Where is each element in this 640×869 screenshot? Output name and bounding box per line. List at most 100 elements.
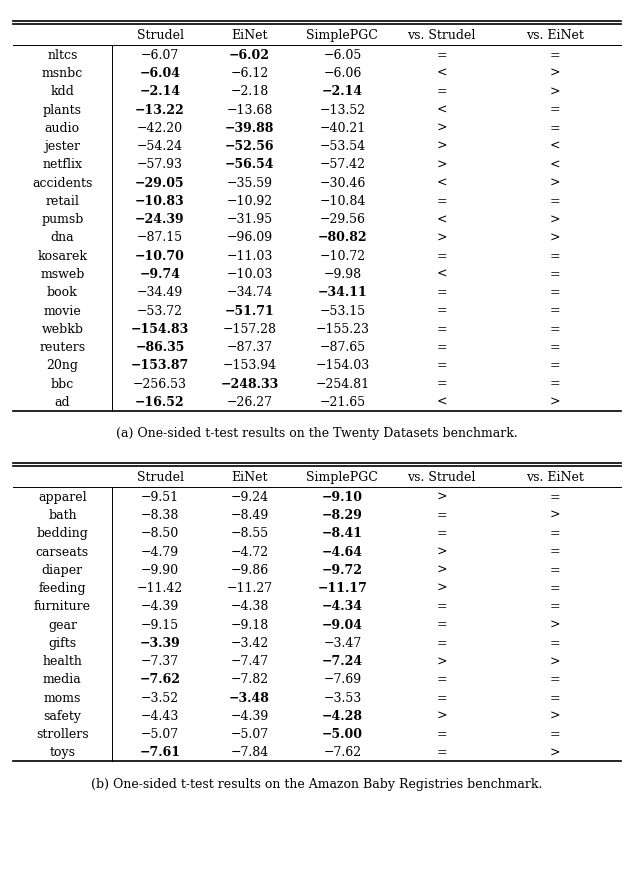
Text: =: = xyxy=(436,508,447,521)
Text: =: = xyxy=(550,673,561,686)
Text: (a) One-sided t-test results on the Twenty Datasets benchmark.: (a) One-sided t-test results on the Twen… xyxy=(116,427,518,440)
Text: safety: safety xyxy=(44,709,81,722)
Text: −39.88: −39.88 xyxy=(225,122,275,135)
Text: <: < xyxy=(436,103,447,116)
Text: movie: movie xyxy=(44,304,81,317)
Text: >: > xyxy=(436,140,447,153)
Text: >: > xyxy=(550,176,561,189)
Text: =: = xyxy=(550,322,561,335)
Text: >: > xyxy=(436,581,447,594)
Text: −4.72: −4.72 xyxy=(230,545,269,558)
Text: <: < xyxy=(436,395,447,408)
Text: −10.83: −10.83 xyxy=(135,195,185,208)
Text: −42.20: −42.20 xyxy=(137,122,183,135)
Text: −6.07: −6.07 xyxy=(141,49,179,62)
Text: −4.39: −4.39 xyxy=(141,600,179,613)
Text: =: = xyxy=(436,618,447,631)
Text: −87.37: −87.37 xyxy=(227,341,273,354)
Text: vs. EiNet: vs. EiNet xyxy=(526,470,584,483)
Text: −30.46: −30.46 xyxy=(319,176,365,189)
Text: −8.49: −8.49 xyxy=(230,508,269,521)
Text: >: > xyxy=(550,618,561,631)
Text: <: < xyxy=(550,140,561,153)
Text: =: = xyxy=(550,49,561,62)
Text: >: > xyxy=(436,490,447,503)
Text: =: = xyxy=(550,581,561,594)
Text: bbc: bbc xyxy=(51,377,74,390)
Text: >: > xyxy=(550,67,561,80)
Text: apparel: apparel xyxy=(38,490,86,503)
Text: −96.09: −96.09 xyxy=(227,231,273,244)
Text: strollers: strollers xyxy=(36,727,89,740)
Text: >: > xyxy=(550,508,561,521)
Text: plants: plants xyxy=(43,103,82,116)
Text: =: = xyxy=(550,304,561,317)
Text: SimplePGC: SimplePGC xyxy=(307,29,378,42)
Text: −154.03: −154.03 xyxy=(316,359,369,372)
Text: −9.18: −9.18 xyxy=(230,618,269,631)
Text: −40.21: −40.21 xyxy=(319,122,365,135)
Text: −7.47: −7.47 xyxy=(230,654,269,667)
Text: −9.72: −9.72 xyxy=(322,563,363,576)
Text: −157.28: −157.28 xyxy=(223,322,276,335)
Text: =: = xyxy=(436,636,447,649)
Text: −8.55: −8.55 xyxy=(230,527,269,540)
Text: −6.05: −6.05 xyxy=(323,49,362,62)
Text: −35.59: −35.59 xyxy=(227,176,273,189)
Text: −10.03: −10.03 xyxy=(227,268,273,281)
Text: −7.62: −7.62 xyxy=(140,673,180,686)
Text: −10.84: −10.84 xyxy=(319,195,365,208)
Text: −29.56: −29.56 xyxy=(319,213,365,226)
Text: −11.03: −11.03 xyxy=(227,249,273,262)
Text: =: = xyxy=(550,122,561,135)
Text: −9.90: −9.90 xyxy=(141,563,179,576)
Text: −3.47: −3.47 xyxy=(323,636,362,649)
Text: −9.04: −9.04 xyxy=(322,618,363,631)
Text: EiNet: EiNet xyxy=(231,470,268,483)
Text: −7.37: −7.37 xyxy=(141,654,179,667)
Text: −3.42: −3.42 xyxy=(230,636,269,649)
Text: −13.22: −13.22 xyxy=(135,103,185,116)
Text: pumsb: pumsb xyxy=(41,213,84,226)
Text: EiNet: EiNet xyxy=(231,29,268,42)
Text: diaper: diaper xyxy=(42,563,83,576)
Text: =: = xyxy=(436,286,447,299)
Text: −153.94: −153.94 xyxy=(223,359,276,372)
Text: =: = xyxy=(550,377,561,390)
Text: −11.42: −11.42 xyxy=(137,581,183,594)
Text: =: = xyxy=(436,85,447,98)
Text: −52.56: −52.56 xyxy=(225,140,275,153)
Text: −6.04: −6.04 xyxy=(140,67,180,80)
Text: −10.70: −10.70 xyxy=(135,249,185,262)
Text: −53.15: −53.15 xyxy=(319,304,365,317)
Text: −8.50: −8.50 xyxy=(141,527,179,540)
Text: =: = xyxy=(550,103,561,116)
Text: −4.39: −4.39 xyxy=(230,709,269,722)
Text: −154.83: −154.83 xyxy=(131,322,189,335)
Text: <: < xyxy=(436,268,447,281)
Text: −9.86: −9.86 xyxy=(230,563,269,576)
Text: =: = xyxy=(550,195,561,208)
Text: −7.61: −7.61 xyxy=(140,746,180,759)
Text: −2.14: −2.14 xyxy=(322,85,363,98)
Text: msweb: msweb xyxy=(40,268,84,281)
Text: nltcs: nltcs xyxy=(47,49,77,62)
Text: −10.72: −10.72 xyxy=(319,249,365,262)
Text: kdd: kdd xyxy=(51,85,74,98)
Text: −51.71: −51.71 xyxy=(225,304,275,317)
Text: −21.65: −21.65 xyxy=(319,395,365,408)
Text: −155.23: −155.23 xyxy=(316,322,369,335)
Text: −6.06: −6.06 xyxy=(323,67,362,80)
Text: −29.05: −29.05 xyxy=(135,176,185,189)
Text: −9.10: −9.10 xyxy=(322,490,363,503)
Text: −34.74: −34.74 xyxy=(227,286,273,299)
Text: −2.18: −2.18 xyxy=(230,85,269,98)
Text: =: = xyxy=(436,527,447,540)
Text: −31.95: −31.95 xyxy=(227,213,273,226)
Text: −10.92: −10.92 xyxy=(227,195,273,208)
Text: =: = xyxy=(550,563,561,576)
Text: <: < xyxy=(436,67,447,80)
Text: reuters: reuters xyxy=(39,341,86,354)
Text: Strudel: Strudel xyxy=(136,470,184,483)
Text: webkb: webkb xyxy=(42,322,83,335)
